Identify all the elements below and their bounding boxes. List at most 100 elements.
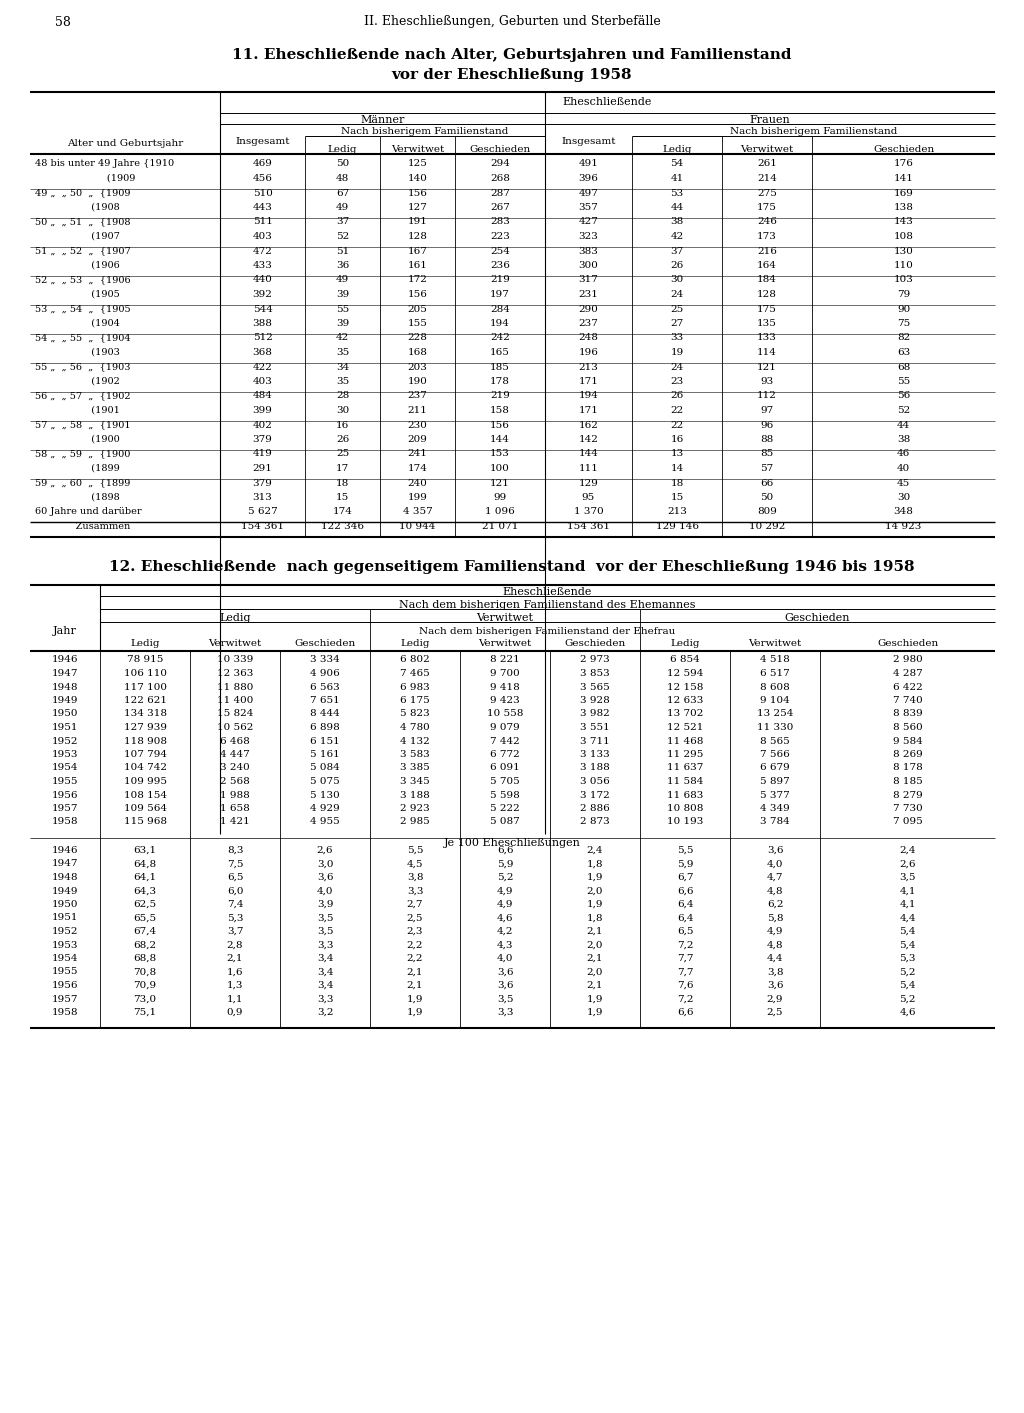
Text: Geschieden: Geschieden <box>564 640 626 649</box>
Text: 4,0: 4,0 <box>316 886 333 896</box>
Text: 55 „  „ 56  „  {1903: 55 „ „ 56 „ {1903 <box>35 363 130 372</box>
Text: 25: 25 <box>336 449 349 458</box>
Text: 15 824: 15 824 <box>217 709 253 718</box>
Text: 6,4: 6,4 <box>677 900 693 909</box>
Text: 19: 19 <box>671 348 684 357</box>
Text: 399: 399 <box>253 406 272 415</box>
Text: 2,4: 2,4 <box>899 846 915 855</box>
Text: 261: 261 <box>757 160 777 168</box>
Text: 27: 27 <box>671 319 684 328</box>
Text: Geschieden: Geschieden <box>877 640 938 649</box>
Text: 172: 172 <box>408 276 427 284</box>
Text: 240: 240 <box>408 479 427 487</box>
Text: 65,5: 65,5 <box>133 913 157 923</box>
Text: 6,7: 6,7 <box>677 873 693 882</box>
Text: 1954: 1954 <box>52 954 78 964</box>
Text: 3,4: 3,4 <box>316 981 333 991</box>
Text: 35: 35 <box>336 348 349 357</box>
Text: 6 802: 6 802 <box>400 656 430 664</box>
Text: 8 178: 8 178 <box>893 763 923 773</box>
Text: 51: 51 <box>336 246 349 256</box>
Text: 290: 290 <box>579 304 598 314</box>
Text: 112: 112 <box>757 391 777 400</box>
Text: 3,3: 3,3 <box>316 941 333 950</box>
Text: 190: 190 <box>408 377 427 386</box>
Text: 79: 79 <box>897 290 910 300</box>
Text: 13: 13 <box>671 449 684 458</box>
Text: 154 361: 154 361 <box>567 521 610 531</box>
Text: 379: 379 <box>253 435 272 444</box>
Text: 171: 171 <box>579 406 598 415</box>
Text: 114: 114 <box>757 348 777 357</box>
Text: 93: 93 <box>761 377 773 386</box>
Text: (1903: (1903 <box>35 348 120 357</box>
Text: Ledig: Ledig <box>663 144 692 154</box>
Text: 118 908: 118 908 <box>124 736 167 746</box>
Text: 7,2: 7,2 <box>677 995 693 1003</box>
Text: Verwitwet: Verwitwet <box>478 640 531 649</box>
Text: 115 968: 115 968 <box>124 818 167 827</box>
Text: 7 730: 7 730 <box>893 804 923 812</box>
Text: 3 565: 3 565 <box>581 682 610 691</box>
Text: 66: 66 <box>761 479 773 487</box>
Text: 4,2: 4,2 <box>497 927 513 935</box>
Text: vor der Eheschließung 1958: vor der Eheschließung 1958 <box>392 68 632 82</box>
Text: 1953: 1953 <box>52 750 78 759</box>
Text: 73,0: 73,0 <box>133 995 157 1003</box>
Text: 3 188: 3 188 <box>581 763 610 773</box>
Text: 162: 162 <box>579 421 598 430</box>
Text: 219: 219 <box>490 391 510 400</box>
Text: 2,1: 2,1 <box>226 954 244 964</box>
Text: 3,5: 3,5 <box>497 995 513 1003</box>
Text: 2,1: 2,1 <box>407 968 423 976</box>
Text: 175: 175 <box>757 304 777 314</box>
Text: 56: 56 <box>897 391 910 400</box>
Text: 178: 178 <box>490 377 510 386</box>
Text: 59 „  „ 60  „  {1899: 59 „ „ 60 „ {1899 <box>35 479 130 487</box>
Text: 5 087: 5 087 <box>490 818 520 827</box>
Text: 58 „  „ 59  „  {1900: 58 „ „ 59 „ {1900 <box>35 449 130 458</box>
Text: 456: 456 <box>253 174 272 184</box>
Text: 56 „  „ 57  „  {1902: 56 „ „ 57 „ {1902 <box>35 391 131 400</box>
Text: 4,8: 4,8 <box>767 941 783 950</box>
Text: 1949: 1949 <box>52 886 78 896</box>
Text: 109 564: 109 564 <box>124 804 167 812</box>
Text: 8 565: 8 565 <box>760 736 790 746</box>
Text: 57: 57 <box>761 463 773 473</box>
Text: 433: 433 <box>253 261 272 270</box>
Text: 9 700: 9 700 <box>490 668 520 678</box>
Text: 45: 45 <box>897 479 910 487</box>
Text: 1956: 1956 <box>52 981 78 991</box>
Text: 2 973: 2 973 <box>581 656 610 664</box>
Text: 40: 40 <box>897 463 910 473</box>
Text: 64,3: 64,3 <box>133 886 157 896</box>
Text: 6 175: 6 175 <box>400 697 430 705</box>
Text: (1901: (1901 <box>35 406 120 415</box>
Text: 5,2: 5,2 <box>899 995 915 1003</box>
Text: 156: 156 <box>490 421 510 430</box>
Text: 46: 46 <box>897 449 910 458</box>
Text: 368: 368 <box>253 348 272 357</box>
Text: 2,6: 2,6 <box>899 859 915 869</box>
Text: 48 bis unter 49 Jahre {1910: 48 bis unter 49 Jahre {1910 <box>35 160 174 168</box>
Text: 12 363: 12 363 <box>217 668 253 678</box>
Text: 8 279: 8 279 <box>893 790 923 800</box>
Text: 1954: 1954 <box>52 763 78 773</box>
Text: 6 898: 6 898 <box>310 723 340 732</box>
Text: 174: 174 <box>408 463 427 473</box>
Text: 52: 52 <box>336 232 349 242</box>
Text: 1955: 1955 <box>52 777 78 786</box>
Text: 4,1: 4,1 <box>899 900 915 909</box>
Text: 1,9: 1,9 <box>587 873 603 882</box>
Text: 107 794: 107 794 <box>124 750 167 759</box>
Text: Verwitwet: Verwitwet <box>740 144 794 154</box>
Text: 3 385: 3 385 <box>400 763 430 773</box>
Text: 383: 383 <box>579 246 598 256</box>
Text: 3 982: 3 982 <box>581 709 610 718</box>
Text: 11 637: 11 637 <box>667 763 703 773</box>
Text: 237: 237 <box>408 391 427 400</box>
Text: 88: 88 <box>761 435 773 444</box>
Text: Eheschließende: Eheschließende <box>503 586 592 598</box>
Text: 1951: 1951 <box>52 723 78 732</box>
Text: 3 853: 3 853 <box>581 668 610 678</box>
